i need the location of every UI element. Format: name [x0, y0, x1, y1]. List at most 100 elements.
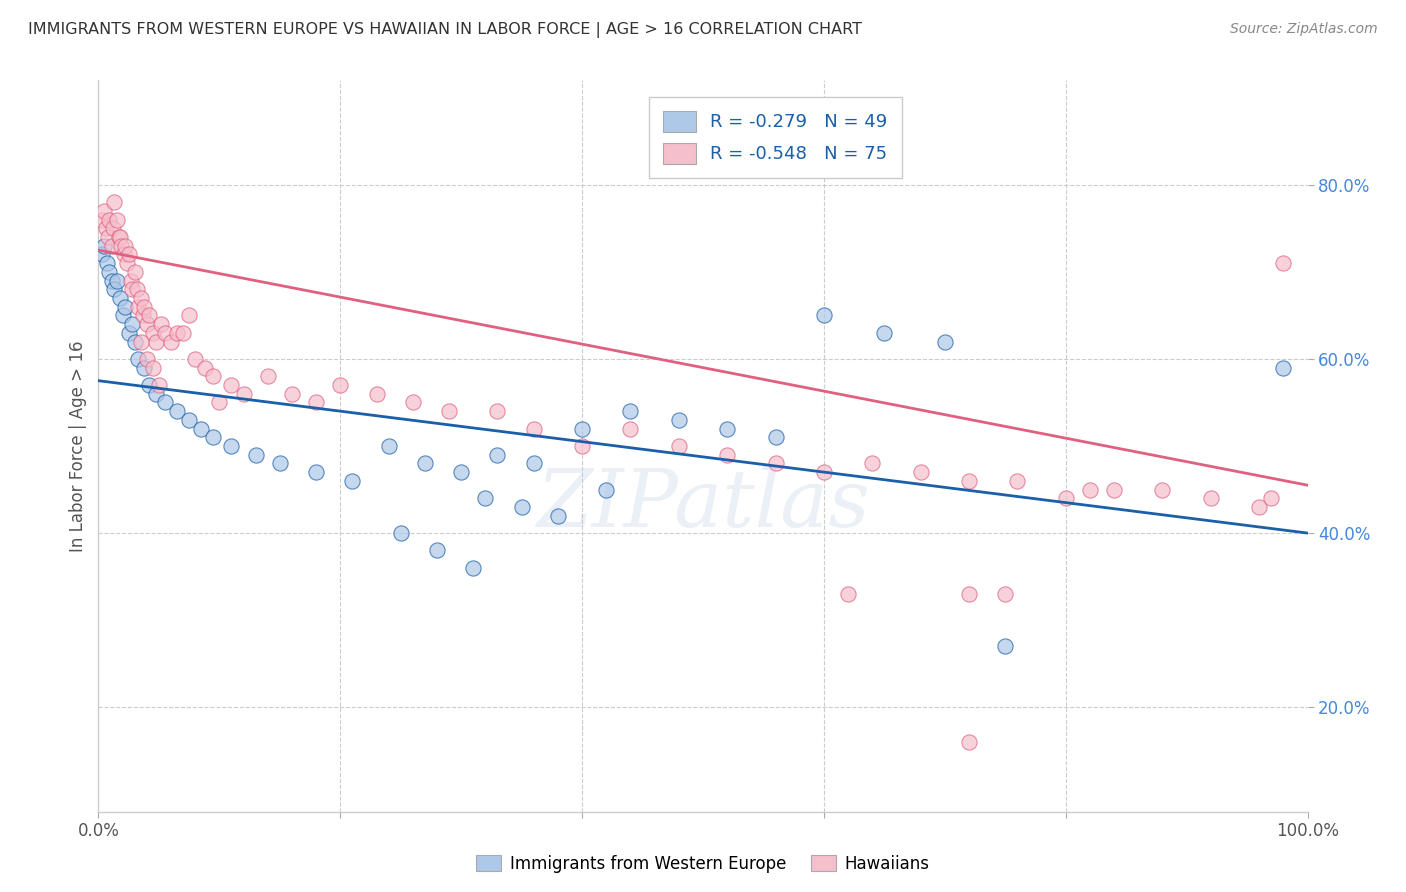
- Point: [98, 212, 121, 227]
- Point: [118, 326, 141, 340]
- Point: [112, 247, 135, 261]
- Legend: Immigrants from Western Europe, Hawaiians: Immigrants from Western Europe, Hawaiian…: [470, 848, 936, 880]
- Point: [619, 404, 641, 418]
- Point: [486, 404, 509, 418]
- Point: [127, 351, 149, 366]
- Point: [305, 395, 328, 409]
- Point: [813, 309, 835, 323]
- Point: [523, 421, 546, 435]
- Point: [716, 421, 738, 435]
- Point: [510, 500, 533, 514]
- Point: [1199, 491, 1222, 506]
- Point: [486, 448, 509, 462]
- Point: [329, 378, 352, 392]
- Point: [129, 334, 152, 349]
- Point: [281, 386, 304, 401]
- Point: [342, 474, 364, 488]
- Point: [402, 395, 425, 409]
- Point: [100, 274, 122, 288]
- Point: [957, 735, 980, 749]
- Point: [765, 457, 787, 471]
- Point: [91, 212, 114, 227]
- Point: [117, 256, 139, 270]
- Point: [101, 221, 124, 235]
- Point: [1054, 491, 1077, 506]
- Point: [668, 413, 690, 427]
- Point: [127, 300, 149, 314]
- Point: [413, 457, 436, 471]
- Text: ZIPatlas: ZIPatlas: [536, 466, 870, 543]
- Point: [108, 230, 131, 244]
- Point: [221, 378, 243, 392]
- Point: [97, 230, 120, 244]
- Point: [910, 465, 932, 479]
- Point: [437, 404, 460, 418]
- Point: [571, 439, 593, 453]
- Point: [108, 230, 131, 244]
- Point: [142, 360, 165, 375]
- Point: [134, 360, 156, 375]
- Point: [221, 439, 243, 453]
- Point: [103, 195, 125, 210]
- Point: [813, 465, 835, 479]
- Point: [96, 256, 118, 270]
- Point: [142, 326, 165, 340]
- Point: [114, 238, 136, 252]
- Point: [93, 238, 115, 252]
- Point: [1152, 483, 1174, 497]
- Point: [716, 448, 738, 462]
- Point: [94, 221, 117, 235]
- Point: [994, 640, 1017, 654]
- Point: [166, 326, 188, 340]
- Point: [124, 265, 146, 279]
- Point: [426, 543, 449, 558]
- Point: [114, 300, 136, 314]
- Point: [134, 300, 156, 314]
- Point: [873, 326, 896, 340]
- Point: [366, 386, 388, 401]
- Point: [463, 561, 485, 575]
- Point: [120, 274, 142, 288]
- Point: [160, 334, 183, 349]
- Point: [1272, 360, 1295, 375]
- Point: [145, 386, 167, 401]
- Point: [1078, 483, 1101, 497]
- Point: [103, 282, 125, 296]
- Point: [108, 291, 131, 305]
- Point: [150, 317, 173, 331]
- Point: [105, 274, 128, 288]
- Point: [110, 238, 132, 252]
- Point: [138, 378, 160, 392]
- Point: [619, 421, 641, 435]
- Point: [202, 430, 225, 444]
- Point: [765, 430, 787, 444]
- Y-axis label: In Labor Force | Age > 16: In Labor Force | Age > 16: [69, 340, 87, 552]
- Point: [208, 395, 231, 409]
- Point: [129, 291, 152, 305]
- Text: IMMIGRANTS FROM WESTERN EUROPE VS HAWAIIAN IN LABOR FORCE | AGE > 16 CORRELATION: IMMIGRANTS FROM WESTERN EUROPE VS HAWAII…: [28, 22, 862, 38]
- Point: [1272, 256, 1295, 270]
- Point: [100, 238, 122, 252]
- Point: [232, 386, 254, 401]
- Point: [127, 282, 149, 296]
- Point: [860, 457, 883, 471]
- Point: [1102, 483, 1125, 497]
- Point: [172, 326, 194, 340]
- Point: [1249, 500, 1271, 514]
- Point: [934, 334, 956, 349]
- Point: [474, 491, 496, 506]
- Point: [837, 587, 859, 601]
- Point: [1260, 491, 1282, 506]
- Point: [523, 457, 546, 471]
- Point: [389, 526, 412, 541]
- Point: [153, 395, 176, 409]
- Point: [105, 212, 128, 227]
- Point: [91, 247, 114, 261]
- Point: [121, 317, 143, 331]
- Point: [957, 474, 980, 488]
- Point: [135, 317, 157, 331]
- Point: [111, 309, 134, 323]
- Point: [135, 351, 157, 366]
- Point: [245, 448, 267, 462]
- Point: [93, 203, 115, 218]
